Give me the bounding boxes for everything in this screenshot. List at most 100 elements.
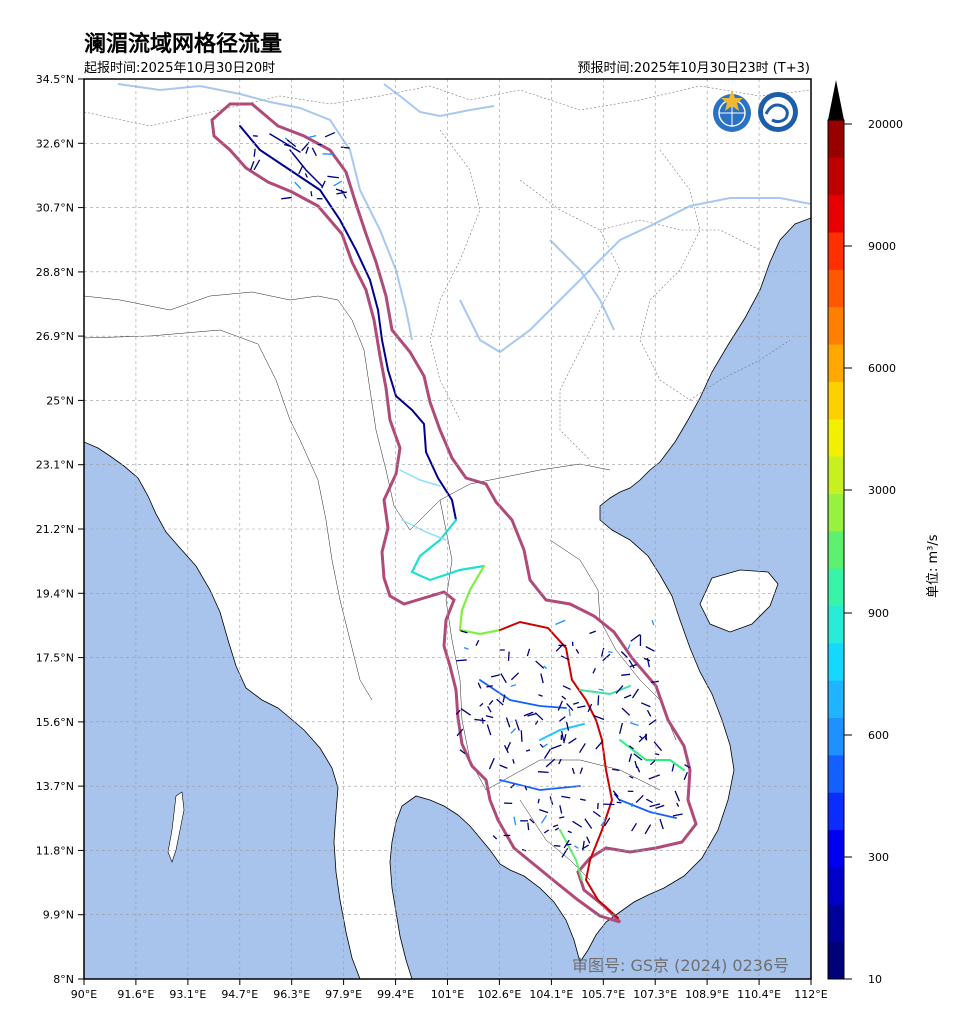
lon-tick: 91.6°E — [117, 979, 154, 1001]
lon-tick: 93.1°E — [169, 979, 206, 1001]
colorbar-segment — [828, 568, 844, 607]
svg-text:91.6°E: 91.6°E — [117, 988, 154, 1001]
lat-tick: 32.6°N — [36, 137, 84, 150]
svg-text:96.3°E: 96.3°E — [273, 988, 310, 1001]
lon-tick: 102.6°E — [477, 979, 521, 1001]
lon-tick: 105.7°E — [581, 979, 625, 1001]
svg-text:25°N: 25°N — [46, 394, 74, 407]
colorbar-tick: 20000 — [844, 118, 903, 131]
lat-tick: 9.9°N — [43, 909, 84, 922]
colorbar-segment — [828, 829, 844, 868]
map-title: 澜湄流域网格径流量 — [84, 32, 283, 57]
colorbar-segment — [828, 941, 844, 980]
lat-tick: 8°N — [53, 973, 84, 986]
colorbar-segment — [828, 680, 844, 719]
svg-text:15.6°N: 15.6°N — [36, 716, 74, 729]
svg-text:17.5°N: 17.5°N — [36, 652, 74, 665]
svg-text:600: 600 — [868, 729, 889, 742]
svg-text:6000: 6000 — [868, 362, 896, 375]
colorbar-segment — [828, 642, 844, 681]
svg-text:110.4°E: 110.4°E — [737, 988, 781, 1001]
svg-text:101°E: 101°E — [431, 988, 464, 1001]
lat-tick: 13.7°N — [36, 780, 84, 793]
wmo-logo — [713, 90, 751, 132]
lon-tick: 90°E — [71, 979, 97, 1001]
svg-text:9.9°N: 9.9°N — [43, 909, 74, 922]
colorbar-segment — [828, 306, 844, 345]
lat-tick: 26.9°N — [36, 330, 84, 343]
gridlines — [84, 79, 811, 979]
colorbar-tick: 3000 — [844, 484, 896, 497]
colorbar-tick: 6000 — [844, 362, 896, 375]
svg-text:28.8°N: 28.8°N — [36, 266, 74, 279]
svg-text:21.2°N: 21.2°N — [36, 523, 74, 536]
svg-text:108.9°E: 108.9°E — [685, 988, 729, 1001]
lat-tick: 15.6°N — [36, 716, 84, 729]
colorbar-segment — [828, 381, 844, 420]
lat-tick: 21.2°N — [36, 523, 84, 536]
svg-text:19.4°N: 19.4°N — [36, 587, 74, 600]
lon-tick: 104.1°E — [529, 979, 573, 1001]
lon-tick: 96.3°E — [273, 979, 310, 1001]
colorbar-segment — [828, 194, 844, 233]
svg-text:34.5°N: 34.5°N — [36, 73, 74, 86]
colorbar-segment — [828, 717, 844, 756]
svg-text:30.7°N: 30.7°N — [36, 202, 74, 215]
cma-logo — [758, 92, 798, 132]
colorbar-segment — [828, 157, 844, 196]
lon-tick: 110.4°E — [737, 979, 781, 1001]
lat-tick: 11.8°N — [36, 844, 84, 857]
svg-text:93.1°E: 93.1°E — [169, 988, 206, 1001]
lon-tick: 108.9°E — [685, 979, 729, 1001]
svg-text:23.1°N: 23.1°N — [36, 459, 74, 472]
svg-text:107.3°E: 107.3°E — [633, 988, 677, 1001]
colorbar-tick: 300 — [844, 851, 889, 864]
svg-text:11.8°N: 11.8°N — [36, 844, 74, 857]
colorbar-segment — [828, 904, 844, 943]
svg-text:300: 300 — [868, 851, 889, 864]
svg-text:32.6°N: 32.6°N — [36, 137, 74, 150]
svg-text:112°E: 112°E — [794, 988, 827, 1001]
lat-tick: 23.1°N — [36, 459, 84, 472]
svg-text:8°N: 8°N — [53, 973, 74, 986]
svg-text:105.7°E: 105.7°E — [581, 988, 625, 1001]
latitude-axis: 34.5°N 32.6°N 30.7°N 28.8°N 26.9°N 25°N … — [36, 73, 84, 986]
map-approval-number: 审图号: GS京 (2024) 0236号 — [572, 956, 790, 975]
colorbar-tick: 600 — [844, 729, 889, 742]
forecast-time: 预报时间:2025年10月30日23时 (T+3) — [577, 61, 810, 76]
province-borders — [84, 85, 811, 461]
lon-tick: 97.9°E — [325, 979, 362, 1001]
colorbar: 20000 9000 6000 3000 900 600 300 10 — [827, 80, 903, 986]
lon-tick: 101°E — [431, 979, 464, 1001]
lat-tick: 25°N — [46, 394, 84, 407]
colorbar-unit: 单位: m³/s — [926, 534, 941, 598]
colorbar-segment — [828, 754, 844, 793]
lat-tick: 34.5°N — [36, 73, 84, 86]
colorbar-segment — [828, 792, 844, 831]
colorbar-tick: 10 — [844, 973, 882, 986]
colorbar-segment — [828, 120, 844, 158]
longitude-axis: 90°E 91.6°E 93.1°E 94.7°E 96.3°E 97.9°E … — [71, 979, 828, 1001]
colorbar-segment — [828, 530, 844, 569]
svg-text:99.4°E: 99.4°E — [377, 988, 414, 1001]
lat-tick: 30.7°N — [36, 202, 84, 215]
lat-tick: 28.8°N — [36, 266, 84, 279]
svg-text:104.1°E: 104.1°E — [529, 988, 573, 1001]
lat-tick: 17.5°N — [36, 652, 84, 665]
colorbar-segment — [828, 456, 844, 494]
colorbar-segment — [828, 493, 844, 532]
svg-text:13.7°N: 13.7°N — [36, 780, 74, 793]
lon-tick: 94.7°E — [221, 979, 258, 1001]
svg-text:20000: 20000 — [868, 118, 903, 131]
colorbar-segment — [828, 866, 844, 905]
reference-rivers — [117, 83, 811, 354]
colorbar-segment — [828, 605, 844, 644]
lat-tick: 19.4°N — [36, 587, 84, 600]
colorbar-segment — [828, 232, 844, 270]
colorbar-segment — [828, 418, 844, 457]
svg-text:90°E: 90°E — [71, 988, 97, 1001]
svg-text:10: 10 — [868, 973, 882, 986]
svg-text:9000: 9000 — [868, 240, 896, 253]
lon-tick: 107.3°E — [633, 979, 677, 1001]
